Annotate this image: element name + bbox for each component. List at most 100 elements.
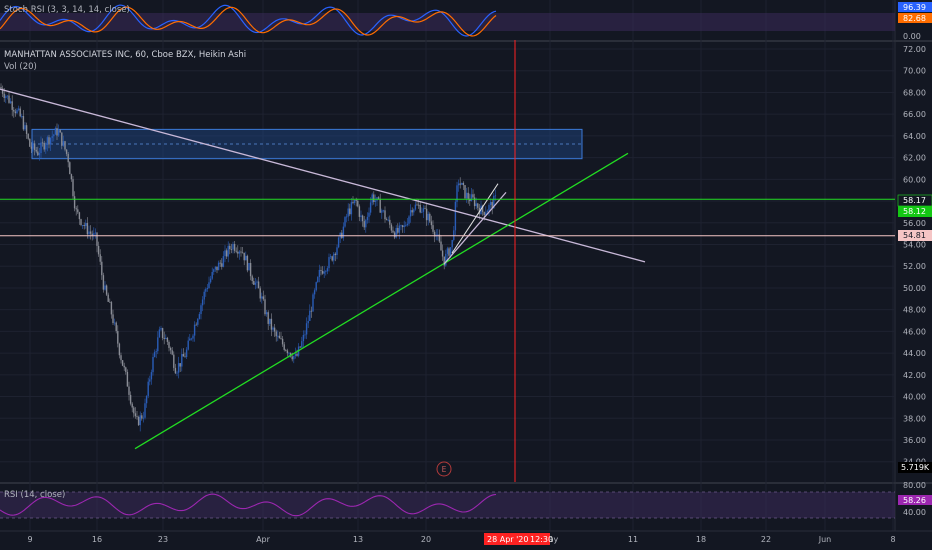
candle-body [488,205,490,211]
candle-body [387,219,389,221]
rsi-panel[interactable]: RSI (14, close) [0,490,895,519]
time-tick-label: May [542,535,559,544]
candle-body [283,344,285,350]
candle-body [189,338,191,341]
candle-body [214,266,217,270]
stoch-d-value: 82.68 [903,14,926,23]
candle-body [344,217,346,227]
candle-body [395,228,397,238]
trendline-1[interactable] [134,152,629,450]
stoch-d-badge: 82.68 [898,13,932,23]
price-tick-label: 36.00 [903,436,926,445]
candle-body [29,138,31,147]
candle-body [38,153,41,156]
rsi-40-label: 40.00 [903,508,926,517]
candle-body [56,128,58,136]
time-tick-label: 16 [92,535,102,544]
candle-body [69,162,71,175]
candle-body [393,232,396,238]
supply-zone-rect[interactable] [31,128,583,160]
candle-body [102,275,105,290]
candle-body [117,331,119,344]
candle-body [150,372,153,380]
grid-lines [0,0,895,531]
candle-body [48,137,50,145]
candle-body [101,261,103,276]
candle-body [203,291,205,300]
trendline-0[interactable] [0,88,646,263]
trendline-2[interactable] [443,191,507,265]
candle-body [400,225,402,227]
candle-body [145,395,148,404]
time-axis[interactable]: 9 16 23 Apr 13 20 May 11 18 22 Jun 8 [0,530,932,544]
candle-body [291,356,293,360]
candle-body [54,128,57,135]
candle-body [9,101,12,103]
candle-body [409,210,412,217]
candle-body [286,350,289,354]
candle-body [104,285,106,290]
candle-body [11,101,13,110]
candle-body [437,234,439,236]
candle-body [313,290,316,295]
candle-body [222,256,225,267]
candle-body [37,151,39,156]
candle-body [27,133,29,139]
candle-body [113,322,116,324]
candle-body [347,208,349,217]
candle-body [329,256,332,258]
panel-separators[interactable] [0,0,932,531]
candle-body [360,215,362,217]
candle-body [240,251,242,253]
trendline-wedge-upper[interactable] [451,183,499,254]
price-badge-58-17: 58.17 [897,194,932,207]
stoch-band [0,13,895,31]
candle-body [187,340,189,350]
candle-body [21,116,23,117]
price-panel[interactable]: MANHATTAN ASSOCIATES INC, 60, Cboe BZX, … [0,40,895,482]
candle-body [320,269,322,271]
candle-body [230,249,233,250]
candle-body [312,294,314,312]
candle-body [168,341,170,348]
candle-body [304,334,306,336]
rsi-80-label: 80.00 [903,481,926,490]
candle-body [208,282,210,289]
candle-body [454,201,457,231]
earnings-marker[interactable]: E [436,461,452,477]
supply-zone[interactable] [31,128,583,160]
candle-body [5,96,7,98]
stoch-rsi-panel[interactable]: Stoch RSI (3, 3, 14, 14, close) [0,4,895,37]
candle-body [430,221,433,226]
horizontal-lines[interactable] [0,198,895,237]
candle-body [269,318,271,324]
candle-body [323,271,325,274]
candle-body [53,134,55,137]
volume-badge-label: 5.719K [901,463,930,472]
cursor-date-label: 28 Apr '20 [487,535,528,544]
candle-body [165,337,167,339]
trendlines[interactable] [0,88,646,450]
candle-body [345,216,348,218]
candle-body [385,219,388,221]
volume-badge-bg [898,462,932,473]
candle-body [219,262,221,264]
candle-body [424,208,426,210]
candle-body [64,141,66,150]
candle-body [72,179,74,197]
candle-body [294,353,297,357]
candle-body [493,195,495,209]
candle-body [232,243,234,250]
candle-body [6,95,9,97]
rsi-value-label: 58.26 [903,496,926,505]
candle-body [277,335,279,337]
candle-body [448,248,450,256]
price-tick-label: 46.00 [903,327,926,336]
candle-body [397,228,399,233]
candle-body [70,174,73,180]
candle-body [142,417,145,419]
time-tick-label: 22 [761,535,771,544]
candle-body [176,372,178,374]
candle-body [126,371,129,387]
